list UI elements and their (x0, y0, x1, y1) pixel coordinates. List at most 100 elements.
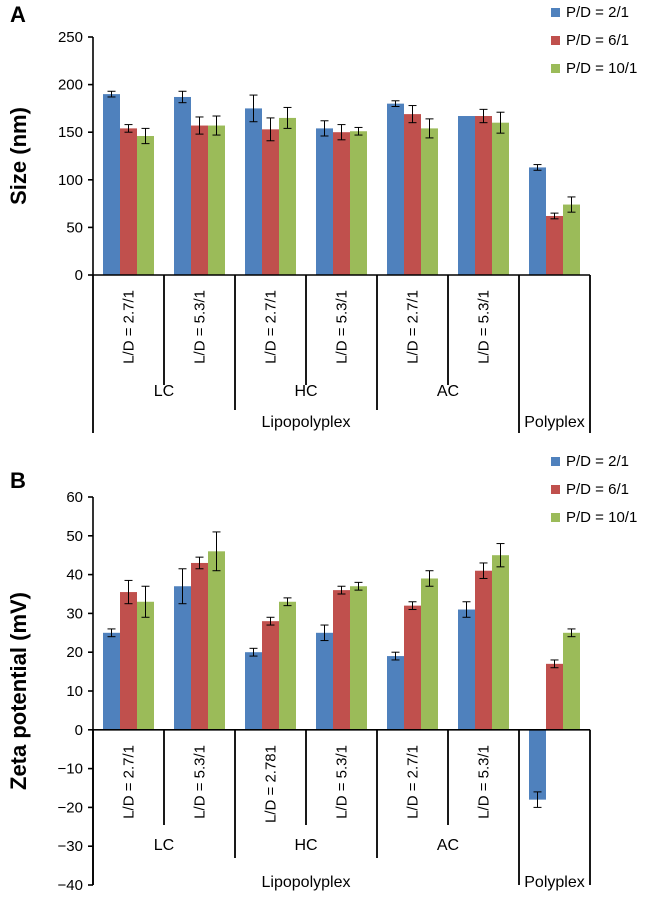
category-label: L/D = 5.3/1 (476, 745, 493, 819)
y-tick-label: 50 (66, 528, 83, 545)
bar-3-3 (279, 601, 296, 730)
category-label: L/D = 5.3/1 (476, 290, 493, 364)
group-label: Polyplex (524, 874, 584, 891)
bar-1-5 (387, 103, 404, 275)
bar-2-1 (120, 128, 137, 275)
y-tick-label: 150 (58, 124, 83, 141)
bar-3-4 (350, 586, 367, 730)
legend-swatch (551, 36, 560, 45)
y-tick-label: 250 (58, 29, 83, 46)
y-tick-label: 0 (75, 722, 83, 739)
y-tick-label: 10 (66, 683, 83, 700)
y-tick-label: 20 (66, 644, 83, 661)
group-label: Lipopolyplex (262, 874, 351, 891)
bar-3-1 (137, 601, 154, 730)
category-label: L/D = 5.3/1 (192, 290, 209, 364)
y-tick-label: 30 (66, 605, 83, 622)
subgroup-label: HC (294, 383, 317, 400)
bar-1-3 (245, 652, 262, 730)
category-label: L/D = 5.3/1 (334, 290, 351, 364)
bar-3-3 (279, 117, 296, 275)
bar-1-7 (529, 167, 546, 275)
bar-2-3 (262, 621, 279, 730)
y-tick-label: 100 (58, 172, 83, 189)
y-tick-label: −30 (58, 838, 83, 855)
chart-panel-b: B Zeta potential (mV) −40 −30 −20 −10 0 10 20 30 4… (6, 453, 637, 894)
bar-1-2 (174, 96, 191, 275)
bar-1-1 (103, 94, 120, 276)
y-tick-label: 50 (66, 219, 83, 236)
bar-1-4 (316, 128, 333, 275)
bar-3-6 (492, 555, 509, 730)
bar-2-1 (120, 592, 137, 730)
bar-2-4 (333, 590, 350, 730)
subgroup-label: LC (154, 837, 174, 854)
bar-1-1 (103, 632, 120, 730)
subgroup-label: AC (437, 383, 459, 400)
bar-2-7 (546, 663, 563, 730)
y-tick-label: −10 (58, 761, 83, 778)
group-label: Polyplex (524, 414, 584, 431)
bar-2-5 (404, 605, 421, 730)
bar-3-6 (492, 122, 509, 276)
category-label: L/D = 2.7/1 (121, 290, 138, 364)
subgroup-label: LC (154, 383, 174, 400)
chart-panel-a: A Size (nm) 0 50 100 150 200 250 L/D = 2.7/1 L/D … (6, 2, 637, 433)
bar-3-5 (421, 128, 438, 275)
legend-entry: P/D = 10/1 (566, 60, 637, 77)
bar-2-7 (546, 215, 563, 275)
legend-swatch (551, 8, 560, 17)
legend-swatch (551, 485, 560, 494)
bar-2-4 (333, 132, 350, 275)
panel-label: A (10, 2, 26, 27)
bar-3-2 (208, 551, 225, 730)
bar-2-2 (191, 125, 208, 275)
panel-label: B (10, 468, 26, 493)
legend-entry: P/D = 6/1 (566, 481, 629, 498)
bar-3-7 (563, 632, 580, 730)
category-label: L/D = 2.7/1 (263, 290, 280, 364)
bar-3-1 (137, 136, 154, 275)
bar-1-6 (458, 609, 475, 730)
category-label: L/D = 2.7/1 (405, 290, 422, 364)
subgroup-label: AC (437, 837, 459, 854)
subgroup-label: HC (294, 837, 317, 854)
category-label: L/D = 2.7/1 (121, 745, 138, 819)
legend-entry: P/D = 2/1 (566, 4, 629, 21)
y-axis-label: Size (nm) (6, 107, 31, 205)
bar-3-4 (350, 131, 367, 275)
legend-swatch (551, 64, 560, 73)
bar-1-3 (245, 108, 262, 276)
bar-2-2 (191, 562, 208, 730)
bar-3-5 (421, 578, 438, 730)
bar-1-7 (529, 729, 546, 800)
bar-1-6 (458, 116, 475, 276)
y-tick-label: 200 (58, 77, 83, 94)
bar-1-2 (174, 586, 191, 730)
category-label: L/D = 5.3/1 (334, 745, 351, 819)
legend-swatch (551, 457, 560, 466)
category-label: L/D = 2.7/1 (405, 745, 422, 819)
legend-swatch (551, 513, 560, 522)
bar-2-5 (404, 114, 421, 275)
y-tick-label: 0 (75, 267, 83, 284)
legend-entry: P/D = 6/1 (566, 32, 629, 49)
category-label: L/D = 5.3/1 (192, 745, 209, 819)
group-label: Lipopolyplex (262, 414, 351, 431)
bar-3-7 (563, 204, 580, 275)
y-tick-label: −20 (58, 799, 83, 816)
y-axis-label: Zeta potential (mV) (6, 592, 31, 790)
bar-1-4 (316, 632, 333, 730)
y-tick-label: 40 (66, 567, 83, 584)
bar-1-5 (387, 656, 404, 730)
y-tick-label: 60 (66, 489, 83, 506)
bar-2-3 (262, 129, 279, 275)
y-tick-label: −40 (58, 877, 83, 894)
category-label: L/D = 2.781 (263, 745, 280, 823)
bar-3-2 (208, 125, 225, 275)
legend-entry: P/D = 2/1 (566, 453, 629, 470)
legend-entry: P/D = 10/1 (566, 509, 637, 526)
bar-2-6 (475, 116, 492, 276)
